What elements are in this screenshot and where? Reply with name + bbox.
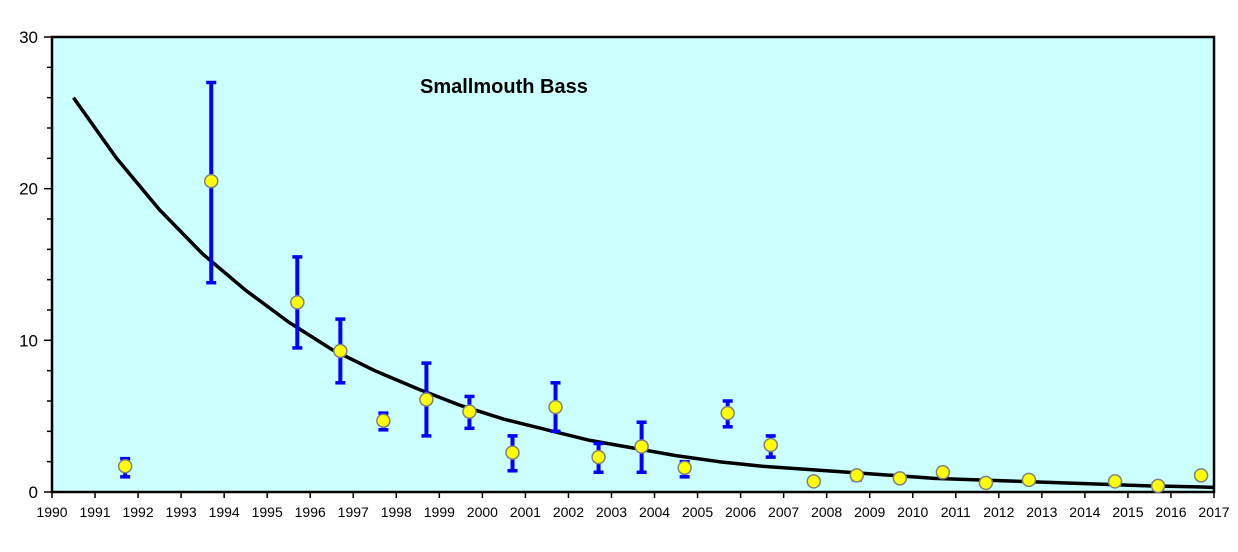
data-point xyxy=(419,392,434,407)
x-tick-label: 1992 xyxy=(122,504,153,520)
data-point xyxy=(677,460,692,475)
x-tick-label: 2007 xyxy=(768,504,799,520)
x-tick-label: 2017 xyxy=(1198,504,1229,520)
x-tick-label: 2010 xyxy=(897,504,928,520)
x-tick-label: 1995 xyxy=(252,504,283,520)
x-tick-label: 2001 xyxy=(510,504,541,520)
x-tick-label: 2016 xyxy=(1155,504,1186,520)
data-points xyxy=(117,173,1209,494)
x-tick-label: 1990 xyxy=(36,504,67,520)
x-tick-label: 2004 xyxy=(639,504,670,520)
data-point xyxy=(892,471,908,486)
x-tick-label: 2012 xyxy=(983,504,1014,520)
data-point xyxy=(290,295,305,310)
x-tick-label: 1997 xyxy=(338,504,369,520)
x-tick-label: 2005 xyxy=(682,504,713,520)
data-point xyxy=(634,439,649,454)
data-point xyxy=(763,437,778,453)
x-tick-label: 2008 xyxy=(811,504,842,520)
data-point xyxy=(1021,472,1037,488)
trend-line xyxy=(72,96,1215,490)
data-point xyxy=(1150,478,1166,494)
data-point xyxy=(203,173,219,189)
x-tick-label: 2013 xyxy=(1026,504,1057,520)
x-tick-label: 1996 xyxy=(295,504,326,520)
x-tick-label: 1994 xyxy=(209,504,240,520)
y-tick-label: 20 xyxy=(19,180,38,199)
x-tick-label: 2002 xyxy=(553,504,584,520)
x-tick-label: 2006 xyxy=(725,504,756,520)
y-tick-label: 0 xyxy=(29,483,38,502)
x-tick-label: 1993 xyxy=(166,504,197,520)
y-tick-label: 10 xyxy=(19,331,38,350)
x-axis: 1990 1991 1992 1993 1994 1995 1996 1997 1998 1999… xyxy=(36,492,1230,520)
data-point xyxy=(849,468,865,483)
data-point xyxy=(505,445,520,460)
data-point xyxy=(978,475,994,491)
data-point xyxy=(376,413,391,428)
data-point xyxy=(333,343,348,359)
plot-area xyxy=(50,35,1216,494)
x-tick-label: 2000 xyxy=(467,504,498,520)
data-point xyxy=(591,449,606,465)
chart-title: Smallmouth Bass xyxy=(420,76,588,98)
x-tick-label: 2009 xyxy=(854,504,885,520)
data-point xyxy=(806,474,822,489)
data-point xyxy=(1193,468,1209,483)
data-point xyxy=(935,465,951,480)
x-tick-label: 2015 xyxy=(1112,504,1143,520)
x-tick-label: 1998 xyxy=(381,504,412,520)
x-tick-label: 1991 xyxy=(79,504,110,520)
data-point xyxy=(117,458,133,474)
x-tick-label: 1999 xyxy=(424,504,455,520)
y-axis: 0 10 20 30 xyxy=(19,28,52,502)
data-point xyxy=(462,404,477,419)
data-point xyxy=(1107,474,1123,489)
x-tick-label: 2003 xyxy=(596,504,627,520)
x-tick-label: 2014 xyxy=(1069,504,1100,520)
y-tick-label: 30 xyxy=(19,28,38,47)
data-point xyxy=(720,405,735,421)
data-point xyxy=(548,399,563,415)
x-tick-label: 2011 xyxy=(941,504,971,520)
